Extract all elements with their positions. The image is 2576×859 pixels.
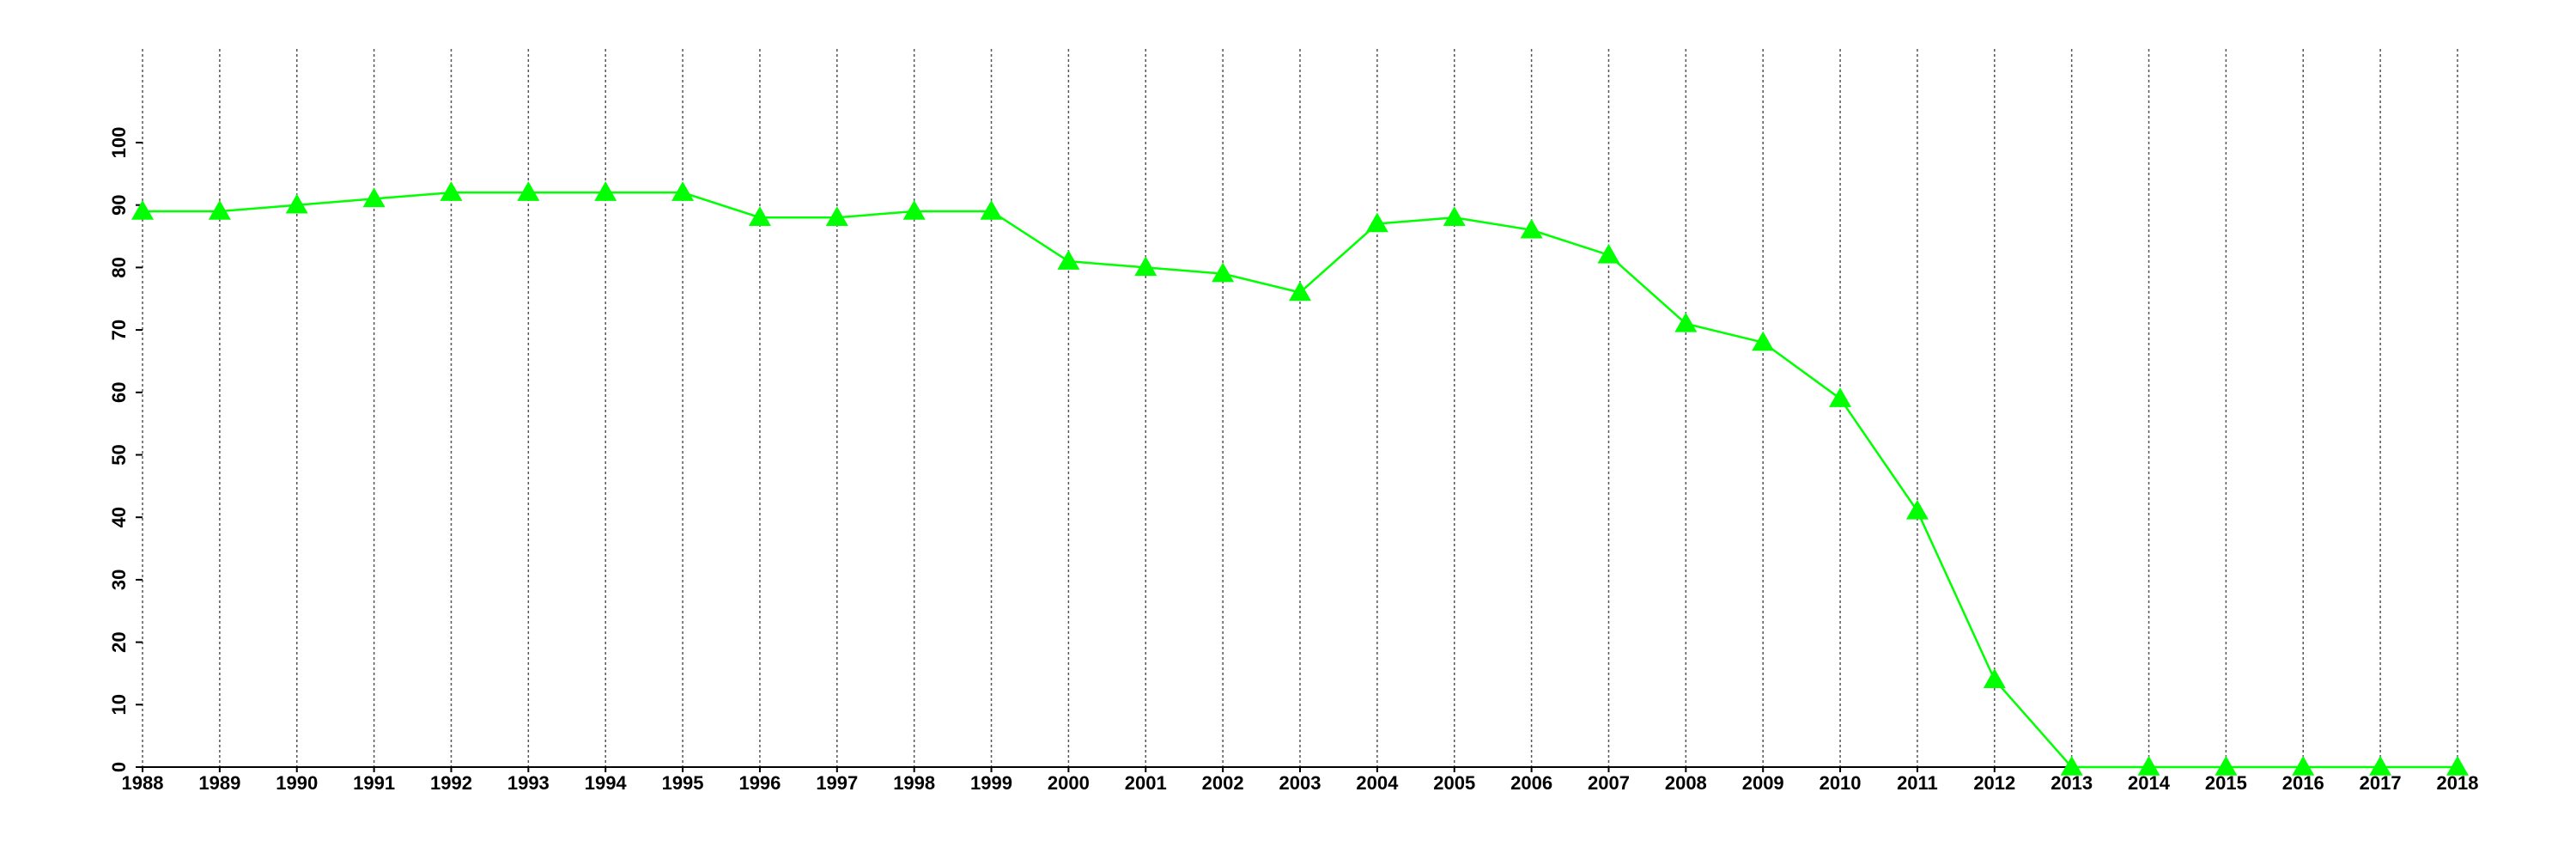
- x-tick-label: 2016: [2282, 772, 2324, 794]
- marker: [2292, 756, 2315, 776]
- marker: [1057, 250, 1080, 270]
- x-tick-label: 2015: [2205, 772, 2247, 794]
- x-tick-label: 1998: [893, 772, 935, 794]
- x-tick-label: 1993: [507, 772, 550, 794]
- x-tick-label: 2013: [2050, 772, 2093, 794]
- marker: [1905, 499, 1929, 520]
- x-tick-label: 2006: [1510, 772, 1552, 794]
- x-tick-label: 2017: [2360, 772, 2402, 794]
- y-tick-label: 0: [108, 762, 130, 772]
- x-tick-label: 1991: [353, 772, 395, 794]
- marker: [2215, 756, 2238, 776]
- marker: [1983, 668, 2006, 688]
- x-tick-label: 1992: [430, 772, 472, 794]
- x-tick-label: 2018: [2437, 772, 2479, 794]
- marker: [1674, 312, 1698, 332]
- x-tick-label: 1996: [738, 772, 781, 794]
- marker: [208, 199, 231, 220]
- marker: [671, 181, 695, 201]
- marker: [1289, 281, 1311, 302]
- line: [143, 191, 2458, 769]
- y-tick-label: 30: [108, 570, 130, 590]
- x-tick-label: 2001: [1125, 772, 1167, 794]
- x-tick-label: 1990: [276, 772, 318, 794]
- y-tick-label: 60: [108, 382, 130, 403]
- x-tick-label: 1988: [122, 772, 164, 794]
- marker: [440, 181, 463, 201]
- marker: [748, 206, 771, 226]
- marker: [1443, 206, 1466, 226]
- x-tick-label: 1994: [585, 772, 628, 794]
- x-tick-label: 2011: [1897, 772, 1938, 794]
- y-tick-label: 50: [108, 444, 130, 465]
- marker: [1752, 331, 1775, 351]
- y-tick-label: 90: [108, 194, 130, 215]
- x-tick-label: 2008: [1665, 772, 1707, 794]
- marker: [2369, 756, 2392, 776]
- marker: [285, 193, 308, 214]
- marker: [131, 199, 154, 220]
- x-tick-label: 2003: [1279, 772, 1321, 794]
- marker: [2060, 756, 2083, 776]
- x-tick-label: 2005: [1433, 772, 1475, 794]
- x-tick-label: 1989: [198, 772, 240, 794]
- marker: [517, 181, 540, 201]
- x-tick-label: 2009: [1742, 772, 1784, 794]
- marker: [1597, 243, 1620, 264]
- x-tick-label: 2004: [1356, 772, 1399, 794]
- marker: [362, 187, 386, 208]
- marker: [825, 206, 848, 226]
- y-tick-label: 10: [108, 694, 130, 715]
- x-tick-label: 2007: [1588, 772, 1630, 794]
- marker: [1520, 218, 1543, 239]
- y-tick-label: 40: [108, 507, 130, 527]
- x-tick-label: 1997: [816, 772, 858, 794]
- y-tick-label: 100: [108, 127, 130, 159]
- marker: [1212, 262, 1235, 283]
- x-tick-label: 2010: [1820, 772, 1862, 794]
- marker: [2446, 756, 2469, 776]
- x-tick-label: 1995: [662, 772, 704, 794]
- x-tick-label: 1999: [970, 772, 1012, 794]
- y-tick-label: 70: [108, 320, 130, 340]
- marker: [1365, 212, 1388, 233]
- marker: [594, 181, 617, 201]
- x-tick-label: 2002: [1202, 772, 1244, 794]
- y-tick-label: 20: [108, 631, 130, 652]
- marker: [1134, 256, 1157, 277]
- y-tick-label: 80: [108, 257, 130, 277]
- x-tick-label: 2014: [2128, 772, 2171, 794]
- marker: [1829, 387, 1852, 407]
- marker: [2137, 756, 2160, 776]
- x-tick-label: 2000: [1048, 772, 1090, 794]
- marker: [902, 199, 926, 220]
- marker: [980, 199, 1003, 220]
- x-tick-label: 2012: [1973, 772, 2015, 794]
